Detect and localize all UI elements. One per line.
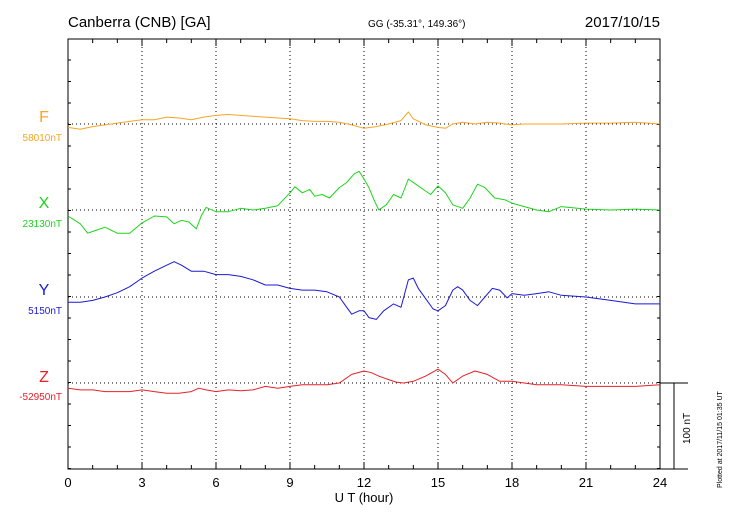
plotted-note: Plotted at 2017/11/15 01:35 UT: [717, 391, 724, 488]
series-label-z: Z: [39, 369, 49, 386]
x-tick-label: 21: [579, 475, 593, 490]
baseline-value-x: 23130nT: [23, 219, 62, 230]
x-tick-label: 24: [653, 475, 667, 490]
x-tick-label: 0: [64, 475, 71, 490]
baseline-value-z: -52950nT: [19, 392, 62, 403]
baseline-value-f: 58010nT: [23, 133, 62, 144]
series-label-x: X: [39, 195, 50, 212]
series-group: [67, 111, 661, 394]
x-tick-label: 18: [505, 475, 519, 490]
x-tick-label: 15: [431, 475, 445, 490]
x-axis-label: U T (hour): [335, 490, 394, 505]
coordinates-label: GG (-35.31°, 149.36°): [368, 19, 466, 30]
x-tick-label: 6: [212, 475, 219, 490]
x-tick-label: 12: [357, 475, 371, 490]
series-line-x: [67, 170, 661, 234]
scale-bar-label: 100 nT: [682, 413, 693, 444]
x-tick-label: 3: [138, 475, 145, 490]
series-line-f: [67, 111, 661, 130]
baseline-value-y: 5150nT: [28, 306, 62, 317]
series-label-y: Y: [39, 282, 50, 299]
station-title: Canberra (CNB) [GA]: [68, 14, 211, 31]
series-label-f: F: [39, 109, 49, 126]
scale-bar: 100 nT: [660, 382, 693, 470]
series-line-y: [68, 261, 660, 320]
grid: [68, 39, 660, 469]
x-tick-label: 9: [286, 475, 293, 490]
axis-ticks: 0 3 6 9 12 15 18 21 24 F 58010nT X 23130nT Y 5150nT Z -5…: [19, 39, 667, 490]
series-line-z: [67, 368, 661, 394]
date-label: 2017/10/15: [585, 14, 660, 31]
